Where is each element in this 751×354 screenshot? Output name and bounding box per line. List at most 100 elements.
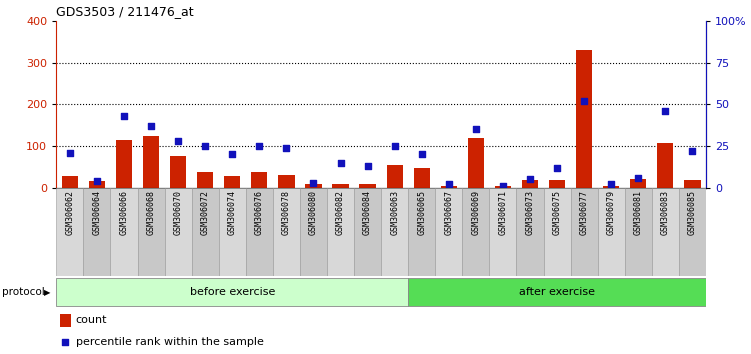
Bar xyxy=(657,143,674,188)
Bar xyxy=(306,184,321,188)
Point xyxy=(551,165,563,171)
Point xyxy=(632,175,644,181)
Text: GSM306083: GSM306083 xyxy=(661,190,670,235)
Text: count: count xyxy=(76,315,107,325)
Text: GSM306085: GSM306085 xyxy=(688,190,697,235)
Point xyxy=(470,127,482,132)
Bar xyxy=(409,278,706,306)
Bar xyxy=(273,188,300,276)
Point xyxy=(334,160,346,166)
Bar xyxy=(354,188,382,276)
Text: GSM306071: GSM306071 xyxy=(499,190,508,235)
Text: GSM306079: GSM306079 xyxy=(607,190,616,235)
Bar xyxy=(192,188,219,276)
Point xyxy=(307,180,319,185)
Bar xyxy=(251,172,267,188)
Point xyxy=(64,150,76,155)
Point xyxy=(659,108,671,114)
Point xyxy=(524,177,536,182)
Text: GSM306074: GSM306074 xyxy=(228,190,237,235)
Bar xyxy=(300,188,327,276)
Point xyxy=(59,340,71,346)
Bar xyxy=(381,188,409,276)
Bar xyxy=(327,188,354,276)
Bar xyxy=(360,184,376,188)
Bar xyxy=(598,188,625,276)
Text: GSM306078: GSM306078 xyxy=(282,190,291,235)
Bar xyxy=(116,140,132,188)
Text: GSM306073: GSM306073 xyxy=(526,190,535,235)
Bar xyxy=(409,188,436,276)
Bar xyxy=(463,188,490,276)
Text: percentile rank within the sample: percentile rank within the sample xyxy=(76,337,264,348)
Point xyxy=(361,163,373,169)
Bar xyxy=(89,181,105,188)
Bar xyxy=(164,188,192,276)
Text: GSM306072: GSM306072 xyxy=(201,190,210,235)
Bar xyxy=(576,50,593,188)
Text: GSM306069: GSM306069 xyxy=(472,190,481,235)
Bar xyxy=(333,184,348,188)
Point xyxy=(280,145,292,150)
Bar xyxy=(517,188,544,276)
Point xyxy=(253,143,265,149)
Bar xyxy=(495,185,511,188)
Bar xyxy=(197,172,213,188)
Bar xyxy=(414,168,430,188)
Bar xyxy=(279,175,294,188)
Text: GSM306081: GSM306081 xyxy=(634,190,643,235)
Bar xyxy=(652,188,679,276)
Bar xyxy=(224,176,240,188)
Text: GSM306063: GSM306063 xyxy=(391,190,400,235)
Text: GSM306068: GSM306068 xyxy=(146,190,155,235)
Bar xyxy=(56,278,409,306)
Bar xyxy=(679,188,706,276)
Text: GSM306084: GSM306084 xyxy=(363,190,372,235)
Text: GSM306075: GSM306075 xyxy=(553,190,562,235)
Point xyxy=(145,123,157,129)
Bar xyxy=(83,188,110,276)
Text: GDS3503 / 211476_at: GDS3503 / 211476_at xyxy=(56,5,194,18)
Bar xyxy=(603,185,620,188)
Point xyxy=(226,152,238,157)
Point xyxy=(199,143,211,149)
Bar xyxy=(441,185,457,188)
Bar xyxy=(490,188,517,276)
Point xyxy=(578,98,590,104)
Text: GSM306080: GSM306080 xyxy=(309,190,318,235)
Text: protocol: protocol xyxy=(2,287,44,297)
Bar xyxy=(59,314,71,327)
Text: GSM306082: GSM306082 xyxy=(336,190,345,235)
Bar xyxy=(630,179,647,188)
Text: before exercise: before exercise xyxy=(189,287,275,297)
Text: ▶: ▶ xyxy=(44,287,50,297)
Point xyxy=(416,152,428,157)
Bar xyxy=(544,188,571,276)
Text: GSM306064: GSM306064 xyxy=(92,190,101,235)
Text: GSM306062: GSM306062 xyxy=(65,190,74,235)
Point xyxy=(605,182,617,187)
Point xyxy=(497,183,509,189)
Point xyxy=(389,143,401,149)
Bar xyxy=(625,188,652,276)
Text: GSM306076: GSM306076 xyxy=(255,190,264,235)
Bar xyxy=(549,180,566,188)
Bar xyxy=(170,156,186,188)
Text: GSM306067: GSM306067 xyxy=(445,190,454,235)
Bar xyxy=(246,188,273,276)
Bar xyxy=(387,165,403,188)
Point xyxy=(91,178,103,184)
Text: GSM306066: GSM306066 xyxy=(119,190,128,235)
Bar xyxy=(56,188,83,276)
Text: GSM306077: GSM306077 xyxy=(580,190,589,235)
Point xyxy=(443,182,455,187)
Bar xyxy=(684,180,701,188)
Bar xyxy=(436,188,463,276)
Text: GSM306070: GSM306070 xyxy=(173,190,182,235)
Text: GSM306065: GSM306065 xyxy=(418,190,427,235)
Point xyxy=(118,113,130,119)
Bar xyxy=(62,176,78,188)
Point xyxy=(686,148,698,154)
Bar xyxy=(143,136,159,188)
Bar xyxy=(468,138,484,188)
